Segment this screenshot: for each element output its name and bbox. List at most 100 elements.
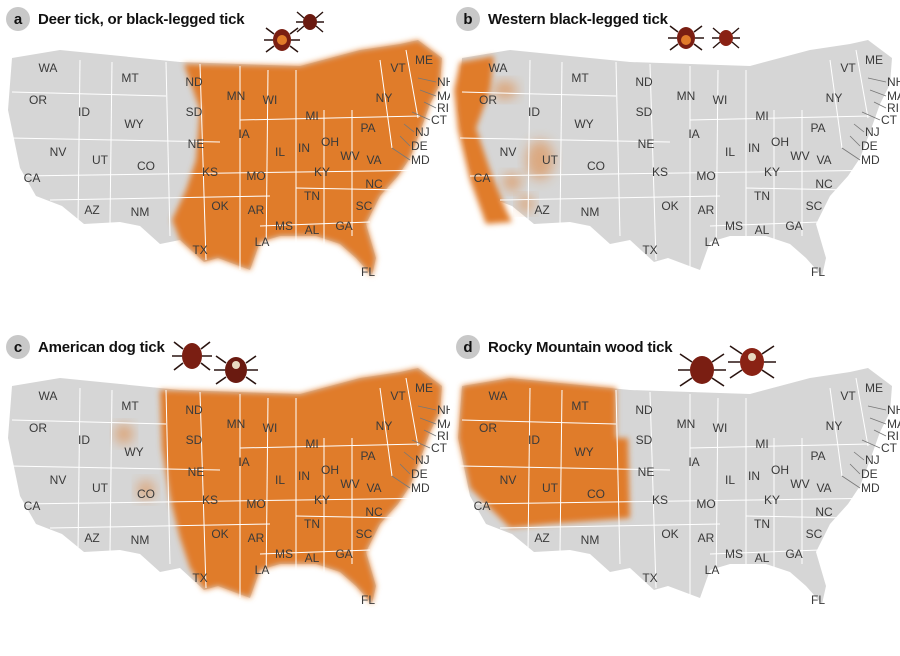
state-label-ky: KY (314, 493, 330, 507)
state-border (715, 397, 719, 589)
state-label-la: LA (705, 235, 720, 249)
state-label-nm: NM (131, 533, 150, 547)
range-patch (493, 81, 517, 99)
state-label-ma: MA (887, 417, 900, 431)
state-label-al: AL (755, 223, 770, 237)
map-deer-tick: WA OR CA ID NV MT WY UT AZ CO NM ND SD NE KS OK TX MN IA MO… (8, 11, 450, 279)
state-label-mn: MN (227, 417, 246, 431)
range-patch (526, 140, 554, 180)
state-border (77, 59, 81, 225)
label-leader-line (853, 123, 865, 133)
state-label-id: ID (78, 105, 90, 119)
state-label-ia: IA (688, 127, 699, 141)
state-label-wi: WI (713, 93, 728, 107)
state-label-wa: WA (39, 389, 58, 403)
state-label-il: IL (275, 145, 285, 159)
label-leader-line (849, 135, 861, 147)
state-label-id: ID (528, 105, 540, 119)
state-label-wi: WI (713, 421, 728, 435)
state-border (49, 195, 271, 201)
state-border (559, 61, 563, 225)
state-border (259, 549, 371, 555)
state-label-co: CO (137, 487, 155, 501)
state-label-ar: AR (698, 203, 715, 217)
label-leader-line (861, 439, 881, 449)
state-label-wi: WI (263, 421, 278, 435)
state-border (405, 377, 419, 447)
state-border (499, 195, 721, 201)
state-label-ri: RI (887, 101, 899, 115)
state-label-ut: UT (92, 481, 109, 495)
state-border (259, 221, 371, 227)
panel-letter: d (456, 335, 480, 359)
state-label-ca: CA (24, 499, 41, 513)
label-leader-line (419, 89, 437, 97)
range-patch (518, 196, 534, 212)
state-label-nv: NV (500, 145, 517, 159)
state-label-ga: GA (335, 219, 352, 233)
state-label-md: MD (861, 481, 880, 495)
range-west-coast (454, 56, 512, 224)
state-border (295, 187, 401, 191)
label-leader-line (391, 147, 411, 161)
range-american-dog-tick (160, 368, 442, 604)
state-label-il: IL (725, 473, 735, 487)
state-border (379, 59, 393, 149)
state-label-va: VA (366, 481, 381, 495)
state-label-mo: MO (246, 169, 265, 183)
state-border (855, 49, 869, 119)
state-border (829, 59, 843, 149)
state-label-wv: WV (340, 477, 359, 491)
state-label-in: IN (298, 141, 310, 155)
range-patch (503, 173, 521, 191)
state-label-oh: OH (321, 135, 339, 149)
state-label-ma: MA (887, 89, 900, 103)
label-leader-line (411, 111, 431, 121)
state-label-nc: NC (365, 505, 383, 519)
tick-icon (712, 27, 740, 49)
tick-icon (172, 341, 212, 371)
state-label-tn: TN (754, 189, 770, 203)
state-border (295, 515, 401, 519)
state-label-ky: KY (764, 165, 780, 179)
state-label-tn: TN (754, 517, 770, 531)
state-border (649, 391, 657, 589)
state-label-de: DE (411, 467, 428, 481)
state-label-ms: MS (275, 219, 293, 233)
state-border (379, 387, 393, 477)
state-label-ms: MS (725, 547, 743, 561)
state-label-al: AL (755, 551, 770, 565)
state-label-nh: NH (887, 403, 900, 417)
range-patch (115, 424, 133, 444)
label-leader-line (869, 89, 887, 97)
state-label-ut: UT (542, 481, 559, 495)
state-label-mo: MO (696, 169, 715, 183)
state-label-or: OR (479, 421, 497, 435)
state-label-pa: PA (360, 121, 375, 135)
state-label-nc: NC (365, 177, 383, 191)
state-label-mt: MT (571, 399, 589, 413)
state-border (559, 389, 563, 553)
state-label-ut: UT (92, 153, 109, 167)
state-label-md: MD (411, 481, 430, 495)
label-leader-line (403, 451, 415, 461)
state-borders (9, 49, 441, 270)
state-label-ma: MA (437, 89, 450, 103)
state-border (77, 387, 81, 553)
state-label-ok: OK (211, 199, 228, 213)
state-label-oh: OH (771, 463, 789, 477)
state-label-in: IN (298, 469, 310, 483)
state-label-al: AL (305, 551, 320, 565)
state-border (165, 61, 171, 237)
panel-title: Rocky Mountain wood tick (488, 338, 673, 356)
state-label-oh: OH (321, 463, 339, 477)
state-label-ri: RI (437, 101, 449, 115)
state-label-ri: RI (887, 429, 899, 443)
state-label-co: CO (587, 487, 605, 501)
state-label-ky: KY (314, 165, 330, 179)
map-rocky-mountain-wood-tick: WA OR CA ID NV MT WY UT AZ CO NM ND SD NE KS OK TX MN IA MO… (458, 345, 900, 607)
state-label-co: CO (137, 159, 155, 173)
state-border (405, 49, 419, 119)
state-label-fl: FL (361, 265, 375, 279)
state-label-de: DE (411, 139, 428, 153)
